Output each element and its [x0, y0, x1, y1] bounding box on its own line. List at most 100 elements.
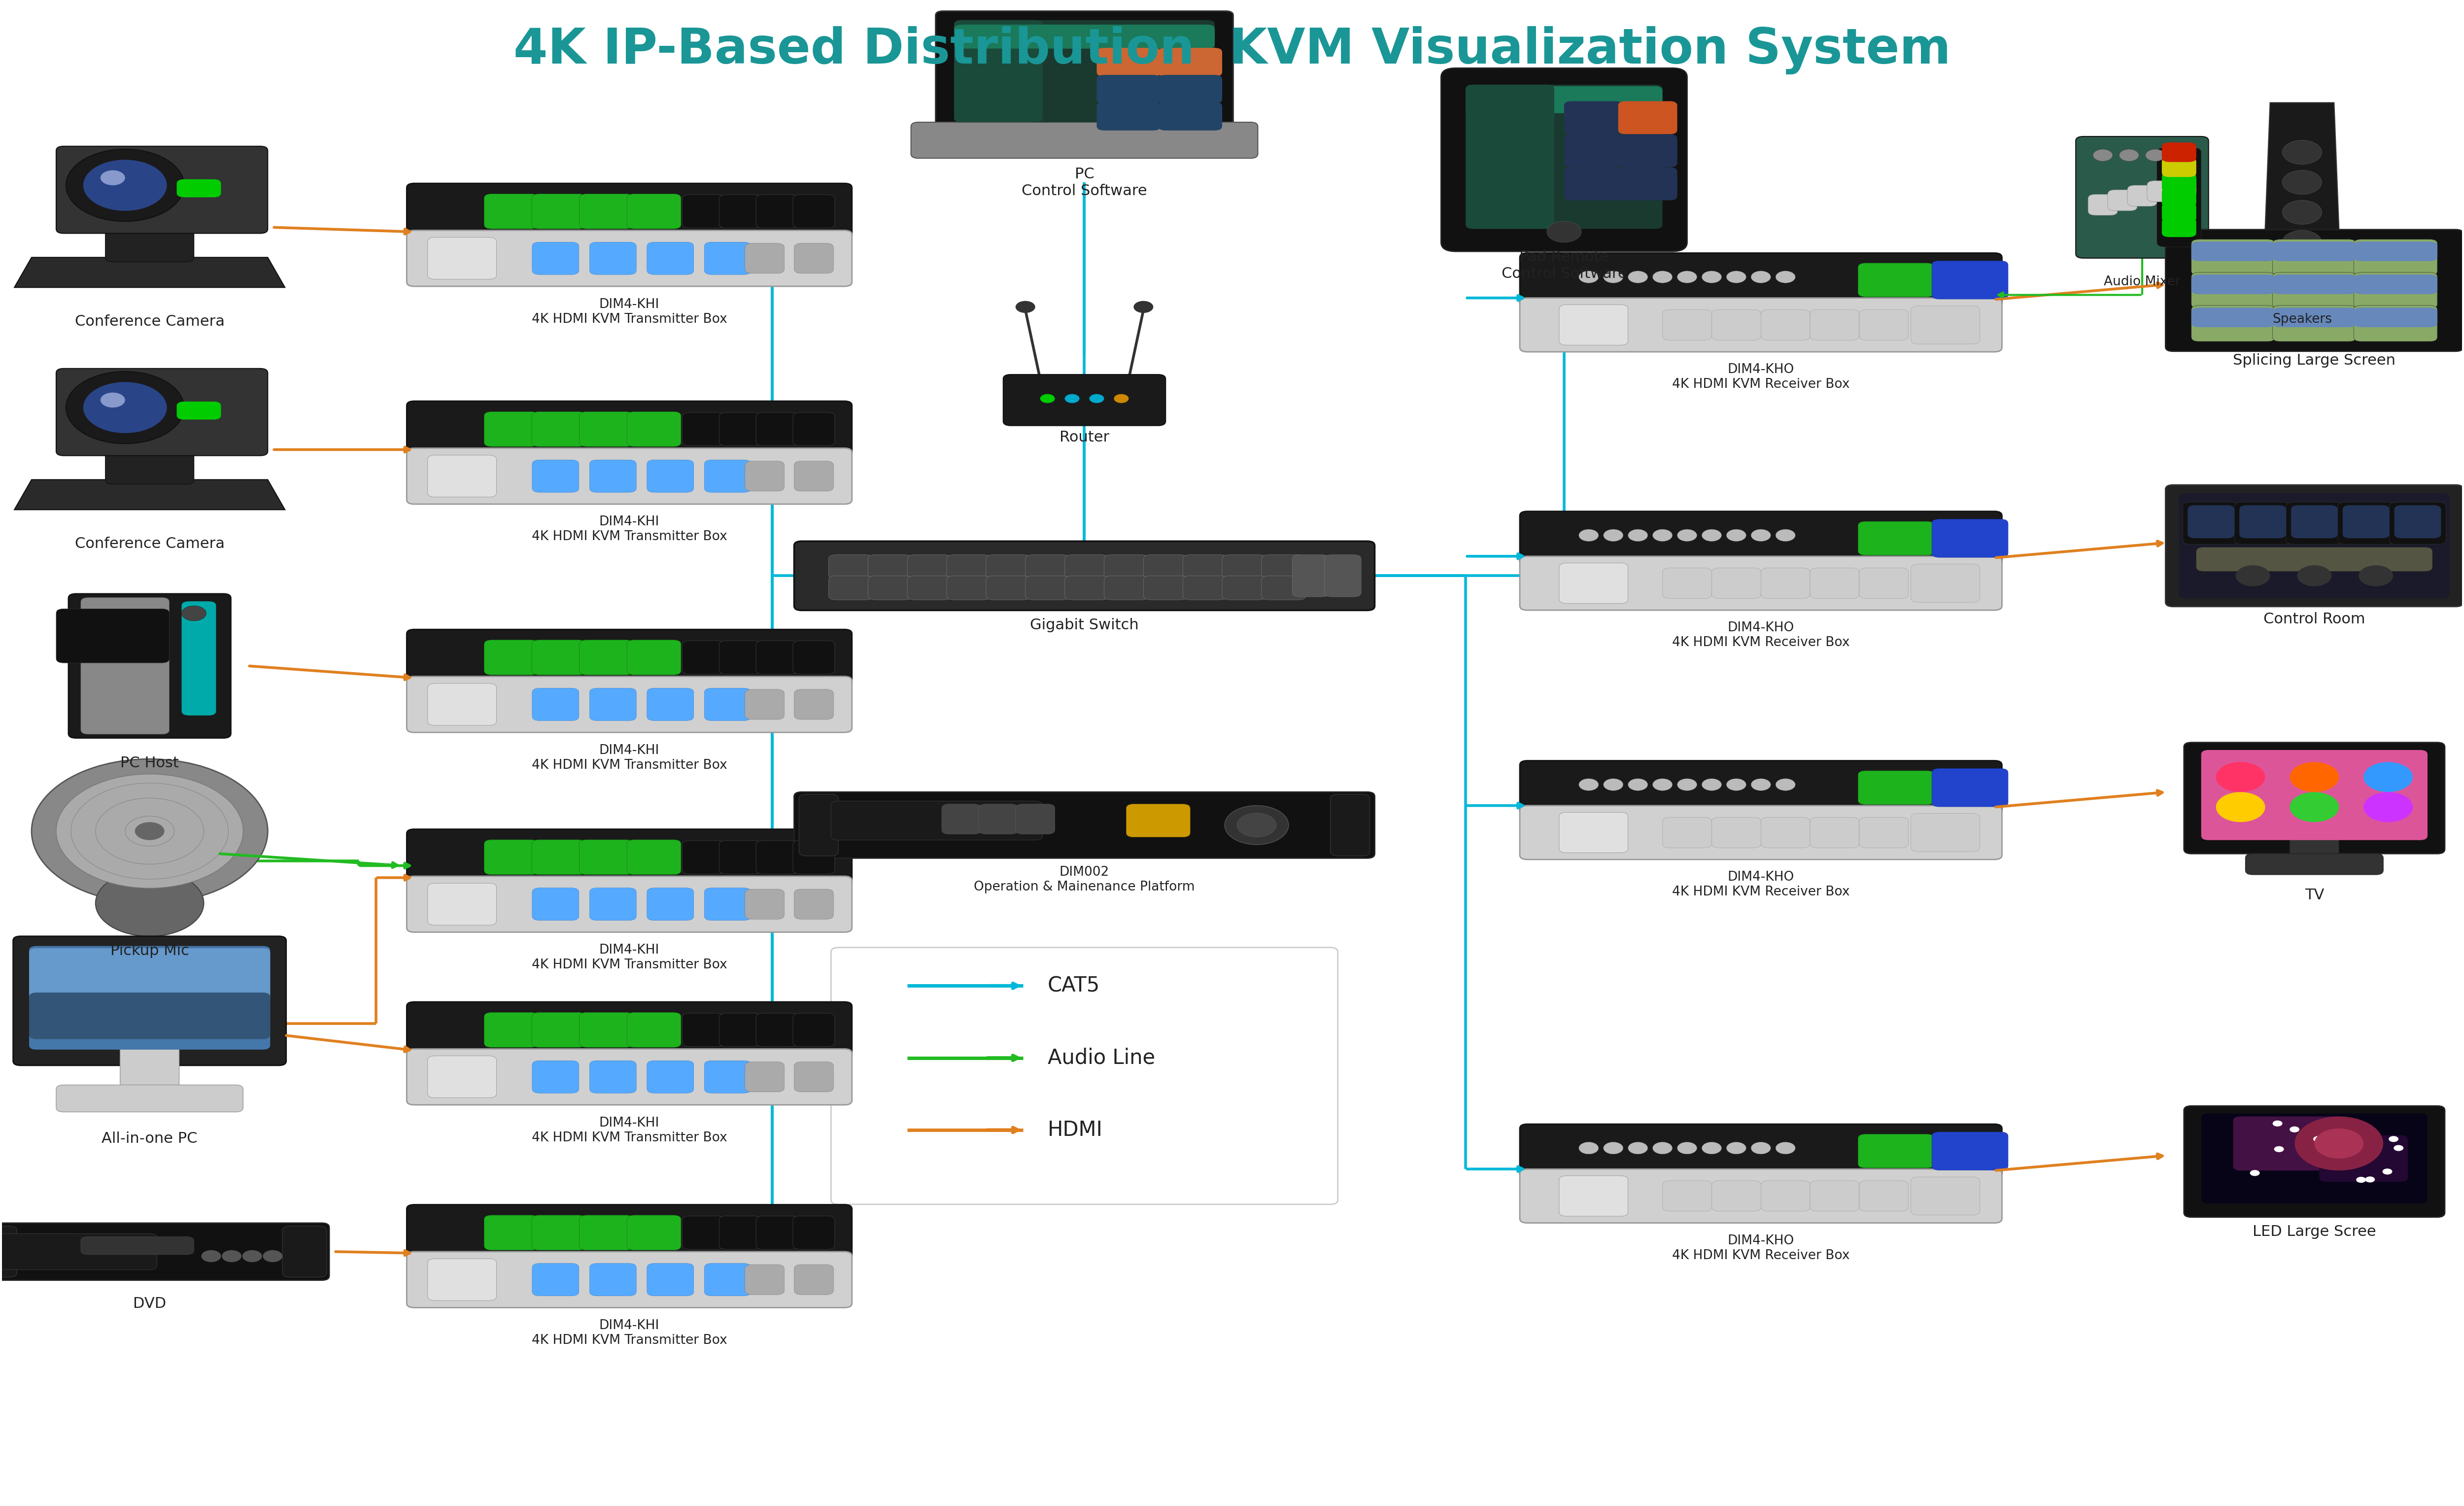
FancyBboxPatch shape [2166, 176, 2195, 197]
Circle shape [136, 822, 165, 840]
Text: PC Host: PC Host [121, 756, 180, 770]
Text: TV: TV [2304, 889, 2324, 902]
Polygon shape [2262, 102, 2341, 292]
FancyBboxPatch shape [2289, 830, 2338, 866]
FancyBboxPatch shape [579, 840, 633, 875]
Circle shape [1703, 779, 1722, 791]
FancyBboxPatch shape [177, 402, 222, 420]
FancyBboxPatch shape [744, 1265, 784, 1295]
FancyBboxPatch shape [1860, 568, 1910, 598]
FancyBboxPatch shape [2161, 217, 2195, 236]
FancyBboxPatch shape [106, 208, 195, 262]
Circle shape [1752, 271, 1772, 283]
FancyBboxPatch shape [1323, 554, 1360, 596]
Circle shape [67, 149, 185, 221]
FancyBboxPatch shape [2146, 181, 2176, 202]
FancyBboxPatch shape [589, 242, 636, 274]
FancyBboxPatch shape [1560, 563, 1629, 604]
FancyBboxPatch shape [1096, 102, 1161, 131]
FancyBboxPatch shape [1932, 520, 2008, 557]
Circle shape [101, 170, 126, 185]
FancyBboxPatch shape [30, 949, 271, 1003]
Circle shape [1579, 1142, 1599, 1154]
Circle shape [1678, 779, 1698, 791]
FancyBboxPatch shape [2353, 241, 2437, 261]
Text: Splicing Large Screen: Splicing Large Screen [2232, 354, 2395, 367]
FancyBboxPatch shape [2190, 274, 2274, 294]
Circle shape [182, 605, 207, 620]
FancyBboxPatch shape [1025, 554, 1069, 578]
FancyBboxPatch shape [1712, 310, 1762, 340]
Circle shape [1629, 1142, 1648, 1154]
FancyBboxPatch shape [407, 401, 853, 458]
Circle shape [1703, 529, 1722, 541]
FancyBboxPatch shape [1663, 310, 1712, 340]
FancyBboxPatch shape [648, 242, 695, 274]
Circle shape [1579, 779, 1599, 791]
FancyBboxPatch shape [1291, 554, 1328, 596]
FancyBboxPatch shape [0, 1226, 17, 1277]
FancyBboxPatch shape [2245, 854, 2383, 875]
FancyBboxPatch shape [648, 889, 695, 920]
FancyBboxPatch shape [57, 1084, 244, 1111]
FancyBboxPatch shape [532, 242, 579, 274]
Circle shape [84, 160, 168, 211]
FancyBboxPatch shape [57, 369, 269, 456]
FancyBboxPatch shape [648, 1060, 695, 1093]
FancyBboxPatch shape [30, 946, 271, 1050]
FancyBboxPatch shape [2319, 1136, 2407, 1182]
FancyBboxPatch shape [2190, 307, 2274, 327]
FancyBboxPatch shape [626, 411, 680, 447]
FancyBboxPatch shape [1064, 554, 1109, 578]
FancyBboxPatch shape [1466, 84, 1555, 229]
FancyBboxPatch shape [1015, 804, 1055, 834]
Text: All-in-one PC: All-in-one PC [101, 1131, 197, 1146]
FancyBboxPatch shape [0, 1233, 158, 1270]
FancyBboxPatch shape [2353, 239, 2437, 276]
Circle shape [2250, 1170, 2259, 1176]
Polygon shape [15, 258, 286, 288]
FancyBboxPatch shape [1565, 134, 1624, 167]
Circle shape [1089, 395, 1104, 404]
FancyBboxPatch shape [1520, 1123, 2001, 1178]
Circle shape [1547, 221, 1582, 242]
Circle shape [1629, 271, 1648, 283]
Circle shape [202, 1250, 222, 1262]
FancyBboxPatch shape [719, 640, 761, 675]
FancyBboxPatch shape [485, 1012, 537, 1047]
FancyBboxPatch shape [1064, 575, 1109, 599]
FancyBboxPatch shape [1003, 375, 1165, 426]
Circle shape [1040, 395, 1055, 404]
FancyBboxPatch shape [407, 1048, 853, 1105]
Circle shape [1225, 806, 1289, 845]
FancyBboxPatch shape [1619, 101, 1678, 134]
FancyBboxPatch shape [589, 1060, 636, 1093]
FancyBboxPatch shape [57, 146, 269, 233]
Text: DIM4-KHO
4K HDMI KVM Receiver Box: DIM4-KHO 4K HDMI KVM Receiver Box [1673, 622, 1850, 649]
Circle shape [1777, 779, 1796, 791]
FancyBboxPatch shape [1158, 75, 1222, 104]
Circle shape [2289, 762, 2338, 792]
Circle shape [1629, 779, 1648, 791]
FancyBboxPatch shape [2126, 185, 2156, 206]
FancyBboxPatch shape [1520, 512, 2001, 565]
FancyBboxPatch shape [1860, 1181, 1910, 1211]
FancyBboxPatch shape [1466, 86, 1663, 113]
FancyBboxPatch shape [2235, 501, 2292, 544]
FancyBboxPatch shape [744, 889, 784, 919]
FancyBboxPatch shape [1932, 1133, 2008, 1170]
Circle shape [1752, 779, 1772, 791]
FancyBboxPatch shape [2240, 505, 2287, 538]
FancyBboxPatch shape [705, 889, 752, 920]
FancyBboxPatch shape [705, 242, 752, 274]
FancyBboxPatch shape [2200, 1113, 2427, 1203]
FancyBboxPatch shape [793, 413, 835, 446]
Text: 4K IP-Based Distribution  KVM Visualization System: 4K IP-Based Distribution KVM Visualizati… [513, 26, 1951, 74]
FancyBboxPatch shape [1932, 261, 2008, 300]
FancyBboxPatch shape [407, 830, 853, 886]
FancyBboxPatch shape [793, 1215, 835, 1250]
FancyBboxPatch shape [1331, 794, 1370, 855]
FancyBboxPatch shape [648, 459, 695, 492]
Circle shape [2333, 1146, 2343, 1152]
FancyBboxPatch shape [1222, 575, 1266, 599]
